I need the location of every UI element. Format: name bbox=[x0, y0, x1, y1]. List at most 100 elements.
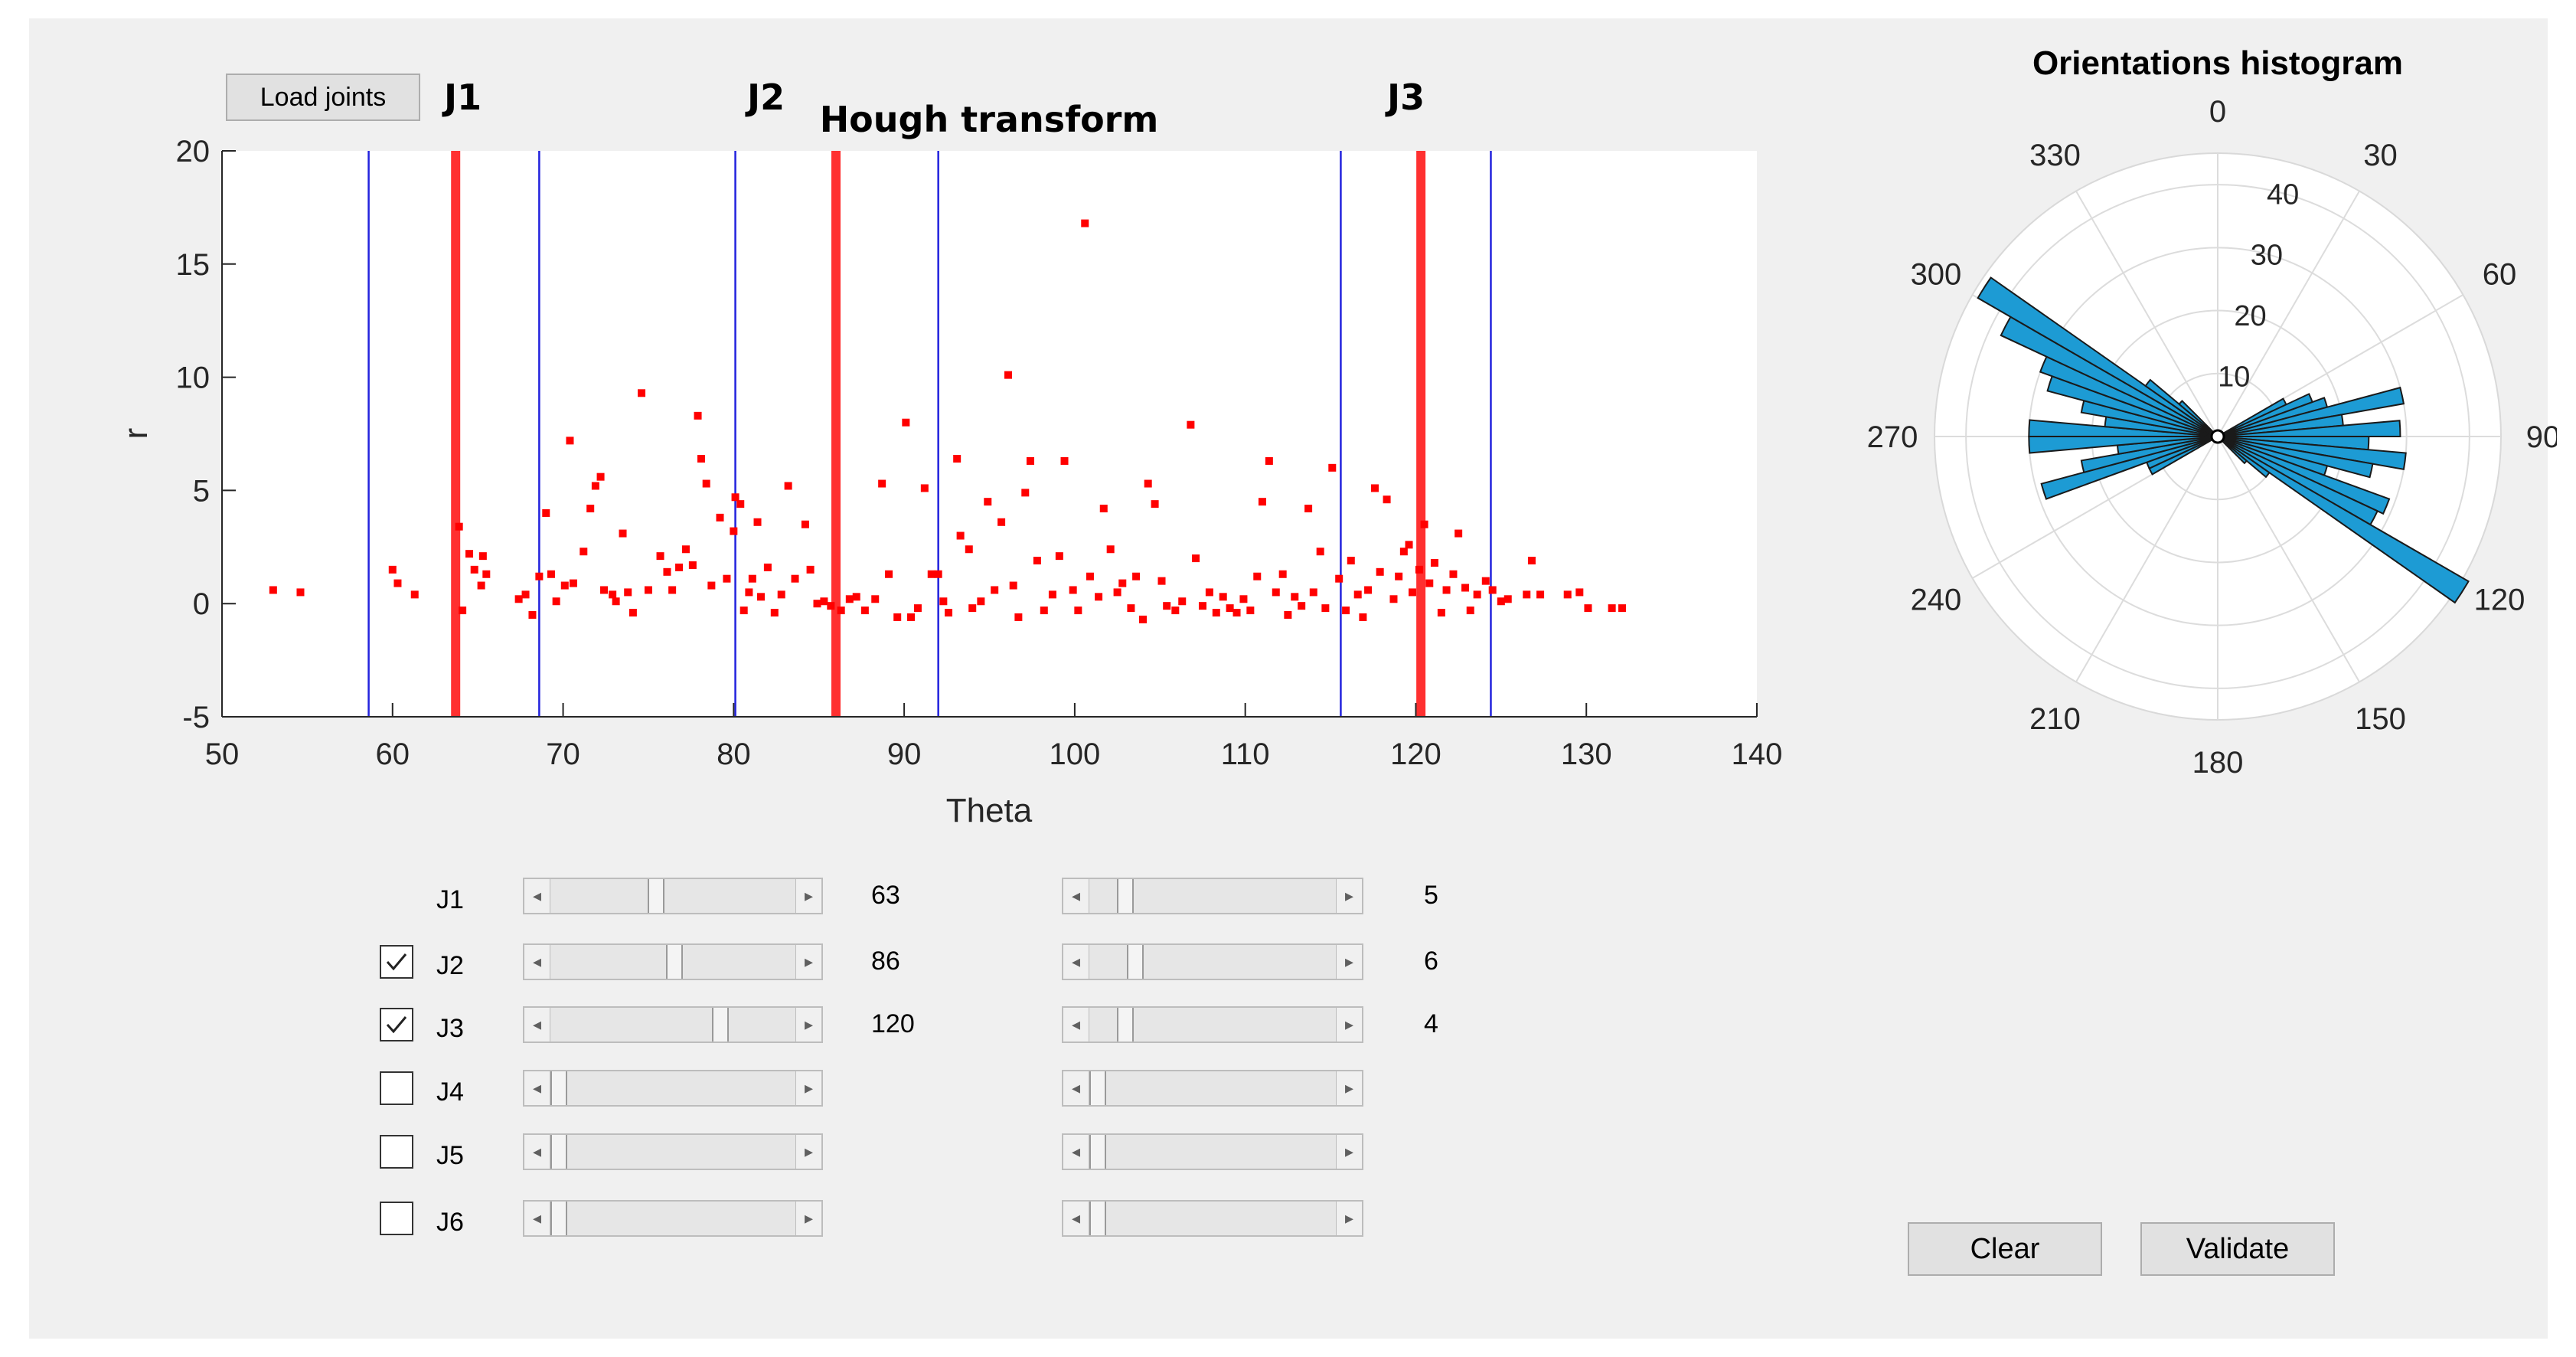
y-tick-label: 15 bbox=[176, 248, 211, 282]
slider-right-arrow-icon[interactable]: ▸ bbox=[795, 1135, 821, 1169]
slider-left-arrow-icon[interactable]: ◂ bbox=[1063, 1071, 1089, 1105]
histogram-bar bbox=[2217, 386, 2405, 437]
x-tick-label: 90 bbox=[887, 737, 922, 771]
data-point bbox=[465, 550, 474, 558]
data-point bbox=[1298, 602, 1306, 610]
slider-right-arrow-icon[interactable]: ▸ bbox=[1336, 1135, 1362, 1169]
histogram-bar bbox=[2217, 436, 2248, 465]
x-tick-label: 80 bbox=[717, 737, 751, 771]
y-tick-label: 5 bbox=[193, 474, 210, 508]
load-joints-button[interactable]: Load joints bbox=[226, 74, 420, 121]
data-point bbox=[784, 482, 792, 490]
data-point bbox=[612, 597, 620, 606]
theta-slider-j1[interactable]: ◂ ▸ bbox=[523, 878, 823, 914]
slider-thumb[interactable] bbox=[647, 879, 664, 913]
data-point bbox=[813, 600, 821, 608]
x-tick-label: 70 bbox=[546, 737, 580, 771]
angle-gridline bbox=[2075, 191, 2218, 437]
slider-left-arrow-icon[interactable]: ◂ bbox=[524, 1135, 550, 1169]
slider-thumb[interactable] bbox=[1089, 1135, 1106, 1169]
slider-thumb[interactable] bbox=[1126, 945, 1144, 979]
data-point bbox=[907, 613, 916, 621]
data-point bbox=[1219, 593, 1227, 601]
slider-thumb[interactable] bbox=[1117, 879, 1135, 913]
data-point bbox=[1449, 570, 1458, 578]
slider-right-arrow-icon[interactable]: ▸ bbox=[795, 1202, 821, 1235]
slider-left-arrow-icon[interactable]: ◂ bbox=[1063, 879, 1089, 913]
slider-thumb[interactable] bbox=[550, 1202, 567, 1235]
data-point bbox=[953, 455, 962, 463]
data-point bbox=[586, 505, 595, 513]
checkbox-j4[interactable] bbox=[380, 1071, 413, 1105]
y-tick-label: 0 bbox=[193, 587, 210, 621]
y-tick-label: 10 bbox=[176, 361, 211, 395]
data-point bbox=[1086, 572, 1094, 580]
row-label-j3: J3 bbox=[436, 1014, 464, 1043]
data-point bbox=[893, 613, 902, 621]
slider-right-arrow-icon[interactable]: ▸ bbox=[795, 945, 821, 979]
data-point bbox=[1618, 604, 1627, 613]
hough-transform-chart: Hough transform 50 60 70 80 90 100 110 120 130 14… bbox=[117, 99, 1782, 829]
checkbox-j3[interactable] bbox=[380, 1008, 413, 1041]
slider-left-arrow-icon[interactable]: ◂ bbox=[524, 879, 550, 913]
data-point bbox=[965, 545, 973, 554]
slider-left-arrow-icon[interactable]: ◂ bbox=[524, 1202, 550, 1235]
histogram-bar bbox=[2080, 436, 2218, 474]
slider-left-arrow-icon[interactable]: ◂ bbox=[1063, 945, 1089, 979]
slider-right-arrow-icon[interactable]: ▸ bbox=[1336, 945, 1362, 979]
theta-slider-j3[interactable]: ◂ ▸ bbox=[523, 1006, 823, 1043]
data-point bbox=[1212, 609, 1220, 617]
data-point bbox=[902, 418, 910, 427]
data-point bbox=[1563, 590, 1572, 599]
clear-button[interactable]: Clear bbox=[1908, 1222, 2102, 1276]
data-point bbox=[1408, 588, 1416, 597]
checkbox-j5[interactable] bbox=[380, 1135, 413, 1169]
width-slider-j4[interactable]: ◂ ▸ bbox=[1062, 1070, 1363, 1107]
slider-thumb[interactable] bbox=[666, 945, 683, 979]
data-point bbox=[763, 563, 772, 571]
slider-left-arrow-icon[interactable]: ◂ bbox=[1063, 1135, 1089, 1169]
slider-right-arrow-icon[interactable]: ▸ bbox=[795, 1071, 821, 1105]
width-slider-j2[interactable]: ◂ ▸ bbox=[1062, 943, 1363, 980]
slider-right-arrow-icon[interactable]: ▸ bbox=[795, 879, 821, 913]
data-point bbox=[827, 602, 835, 610]
slider-right-arrow-icon[interactable]: ▸ bbox=[1336, 879, 1362, 913]
data-point bbox=[1497, 597, 1505, 606]
data-point bbox=[1272, 588, 1280, 597]
theta-slider-j5[interactable]: ◂ ▸ bbox=[523, 1133, 823, 1170]
data-point bbox=[968, 604, 977, 613]
slider-right-arrow-icon[interactable]: ▸ bbox=[1336, 1008, 1362, 1041]
theta-slider-j4[interactable]: ◂ ▸ bbox=[523, 1070, 823, 1107]
width-slider-j6[interactable]: ◂ ▸ bbox=[1062, 1200, 1363, 1237]
checkbox-j2[interactable] bbox=[380, 945, 413, 979]
data-point bbox=[609, 590, 617, 599]
radial-tick-label: 10 bbox=[2218, 361, 2250, 394]
width-slider-j1[interactable]: ◂ ▸ bbox=[1062, 878, 1363, 914]
slider-thumb[interactable] bbox=[712, 1008, 730, 1041]
slider-left-arrow-icon[interactable]: ◂ bbox=[1063, 1202, 1089, 1235]
width-slider-j3[interactable]: ◂ ▸ bbox=[1062, 1006, 1363, 1043]
theta-slider-j6[interactable]: ◂ ▸ bbox=[523, 1200, 823, 1237]
slider-left-arrow-icon[interactable]: ◂ bbox=[524, 945, 550, 979]
slider-thumb[interactable] bbox=[550, 1135, 567, 1169]
slider-left-arrow-icon[interactable]: ◂ bbox=[524, 1008, 550, 1041]
data-point bbox=[1442, 586, 1451, 594]
slider-thumb[interactable] bbox=[1089, 1071, 1106, 1105]
checkbox-j6[interactable] bbox=[380, 1202, 413, 1235]
slider-right-arrow-icon[interactable]: ▸ bbox=[795, 1008, 821, 1041]
slider-thumb[interactable] bbox=[1117, 1008, 1135, 1041]
chart-title: Hough transform bbox=[820, 99, 1159, 140]
slider-right-arrow-icon[interactable]: ▸ bbox=[1336, 1202, 1362, 1235]
data-point bbox=[1359, 613, 1367, 621]
slider-right-arrow-icon[interactable]: ▸ bbox=[1336, 1071, 1362, 1105]
slider-thumb[interactable] bbox=[550, 1071, 567, 1105]
validate-button[interactable]: Validate bbox=[2140, 1222, 2335, 1276]
width-slider-j5[interactable]: ◂ ▸ bbox=[1062, 1133, 1363, 1170]
slider-left-arrow-icon[interactable]: ◂ bbox=[1063, 1008, 1089, 1041]
data-point bbox=[1171, 607, 1180, 615]
theta-slider-j2[interactable]: ◂ ▸ bbox=[523, 943, 823, 980]
data-point bbox=[688, 561, 697, 569]
data-point bbox=[580, 548, 588, 556]
slider-left-arrow-icon[interactable]: ◂ bbox=[524, 1071, 550, 1105]
slider-thumb[interactable] bbox=[1089, 1202, 1106, 1235]
